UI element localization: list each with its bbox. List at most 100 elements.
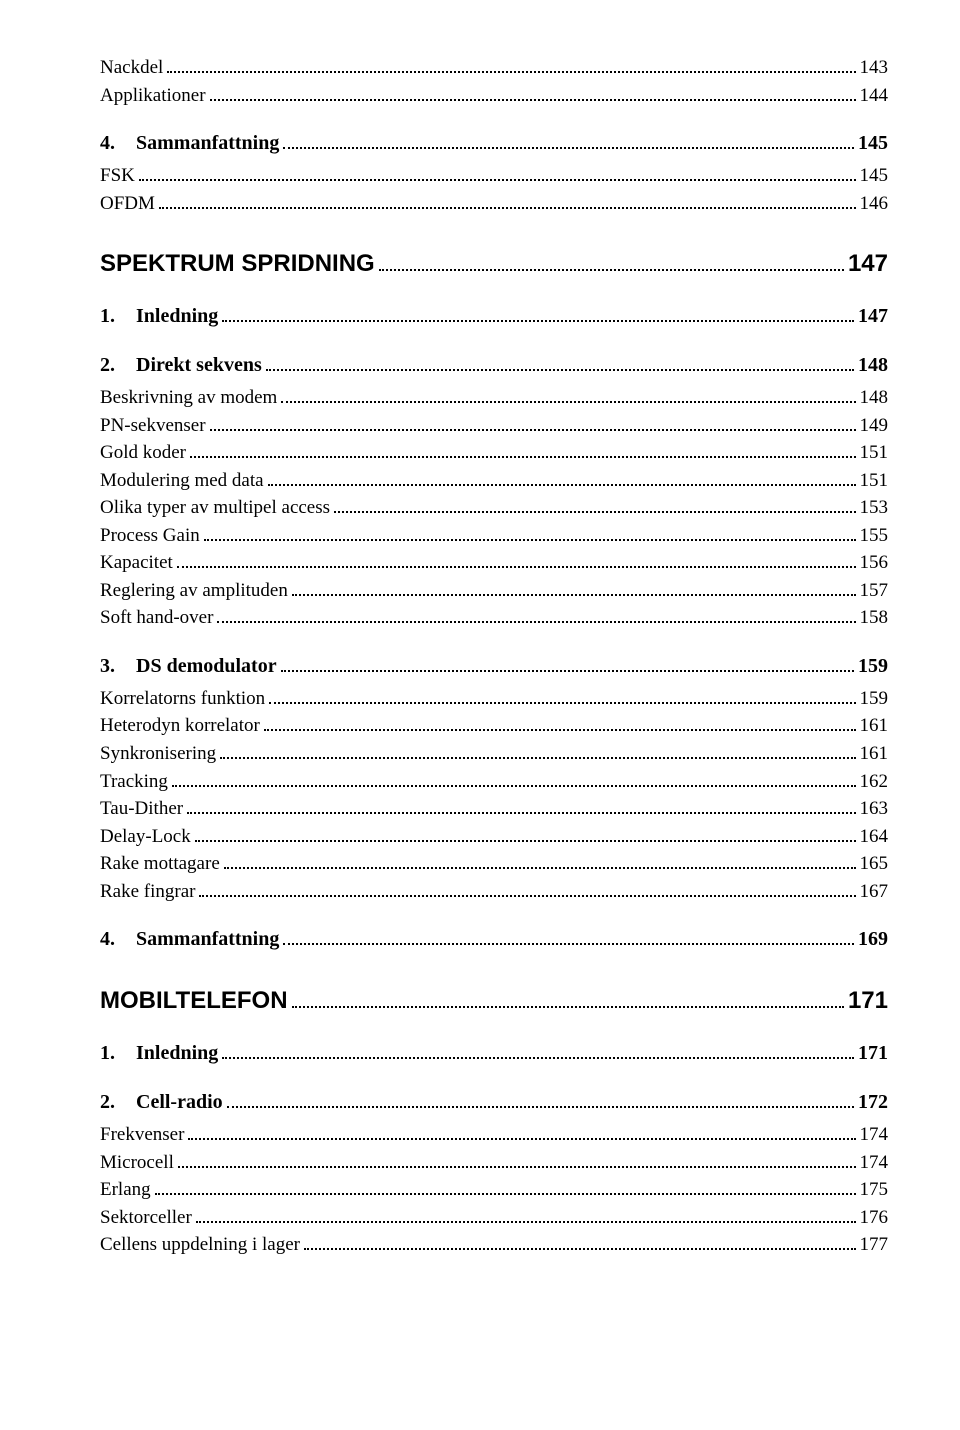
toc-leader-dots	[178, 1150, 856, 1167]
toc-entry-label: MOBILTELEFON	[100, 984, 288, 1019]
toc-entry-page: 174	[860, 1149, 889, 1177]
toc-leader-dots	[210, 83, 856, 100]
toc-entry-label: Gold koder	[100, 439, 186, 467]
toc-entry-label: Synkronisering	[100, 740, 216, 768]
toc-leader-dots	[334, 496, 855, 513]
toc-entry-number: 2.	[100, 1088, 136, 1117]
toc-entry-page: 145	[858, 129, 888, 158]
toc-entry: Soft hand-over 158	[100, 604, 888, 632]
toc-leader-dots	[190, 441, 855, 458]
toc-entry-page: 165	[860, 850, 889, 878]
toc-entry-label: FSK	[100, 162, 135, 190]
toc-entry-number: 3.	[100, 652, 136, 681]
toc-leader-dots	[268, 468, 856, 485]
toc-entry-page: 169	[858, 925, 888, 954]
toc-entry-label: Erlang	[100, 1176, 151, 1204]
toc-entry-page: 147	[858, 302, 888, 331]
toc-entry-number: 4.	[100, 925, 136, 954]
toc-entry-label: Korrelatorns funktion	[100, 685, 265, 713]
toc-leader-dots	[220, 742, 855, 759]
toc-entry-page: 164	[860, 823, 889, 851]
toc-entry-page: 144	[860, 82, 889, 110]
toc-entry-label: Cellens uppdelning i lager	[100, 1231, 300, 1259]
toc-leader-dots	[264, 714, 856, 731]
toc-entry: Frekvenser174	[100, 1121, 888, 1149]
toc-leader-dots	[281, 386, 855, 403]
toc-entry: SPEKTRUM SPRIDNING147	[100, 247, 888, 282]
toc-entry-label: 2.Cell-radio	[100, 1088, 223, 1117]
toc-entry-label: Olika typer av multipel access	[100, 494, 330, 522]
toc-entry: Process Gain155	[100, 522, 888, 550]
toc-entry-label: 2.Direkt sekvens	[100, 351, 262, 380]
toc-entry: MOBILTELEFON171	[100, 984, 888, 1019]
toc-entry: 4.Sammanfattning 145	[100, 129, 888, 158]
toc-entry-page: 161	[860, 740, 889, 768]
toc-entry-label: 1.Inledning	[100, 302, 218, 331]
toc-entry: 2.Cell-radio 172	[100, 1088, 888, 1117]
toc-entry-label: 4.Sammanfattning	[100, 129, 279, 158]
toc-leader-dots	[187, 797, 855, 814]
toc-entry-label: 1.Inledning	[100, 1039, 218, 1068]
toc-entry: Sektorceller 176	[100, 1204, 888, 1232]
toc-entry-page: 156	[860, 549, 889, 577]
toc-entry-label: Tau-Dither	[100, 795, 183, 823]
toc-entry-page: 176	[860, 1204, 889, 1232]
toc-leader-dots	[159, 191, 856, 208]
toc-leader-dots	[199, 880, 855, 897]
toc-entry-page: 162	[860, 768, 889, 796]
toc-entry: Applikationer 144	[100, 82, 888, 110]
toc-entry-label: Tracking	[100, 768, 168, 796]
toc-entry-label: 4.Sammanfattning	[100, 925, 279, 954]
toc-leader-dots	[266, 353, 854, 371]
toc-leader-dots	[195, 824, 856, 841]
toc-leader-dots	[167, 56, 855, 73]
toc-entry-label: SPEKTRUM SPRIDNING	[100, 247, 375, 282]
toc-entry: Tracking 162	[100, 768, 888, 796]
toc-entry: Nackdel143	[100, 54, 888, 82]
toc-leader-dots	[283, 131, 854, 149]
toc-entry-page: 159	[858, 652, 888, 681]
toc-entry: Cellens uppdelning i lager177	[100, 1231, 888, 1259]
toc-entry: Erlang175	[100, 1176, 888, 1204]
toc-entry: 1.Inledning 147	[100, 302, 888, 331]
toc-leader-dots	[155, 1178, 856, 1195]
toc-entry: Modulering med data 151	[100, 467, 888, 495]
toc-entry-page: 146	[860, 190, 889, 218]
toc-entry-label: Modulering med data	[100, 467, 264, 495]
toc-leader-dots	[379, 250, 844, 271]
toc-leader-dots	[188, 1123, 855, 1140]
toc-leader-dots	[196, 1206, 856, 1223]
toc-leader-dots	[283, 927, 854, 945]
toc-entry-label: Rake mottagare	[100, 850, 220, 878]
toc-leader-dots	[281, 654, 854, 672]
toc-entry-label: Beskrivning av modem	[100, 384, 277, 412]
toc-entry-label: 3.DS demodulator	[100, 652, 277, 681]
toc-entry-label: Applikationer	[100, 82, 206, 110]
toc-leader-dots	[269, 687, 855, 704]
toc-entry-page: 151	[860, 467, 889, 495]
toc-entry: 2.Direkt sekvens148	[100, 351, 888, 380]
toc-entry-label: PN-sekvenser	[100, 412, 206, 440]
toc-entry-page: 161	[860, 712, 889, 740]
toc-leader-dots	[224, 852, 856, 869]
toc-entry-label: Delay-Lock	[100, 823, 191, 851]
toc-entry-page: 157	[860, 577, 889, 605]
toc-entry-label: Sektorceller	[100, 1204, 192, 1232]
toc-entry: Olika typer av multipel access153	[100, 494, 888, 522]
toc-entry: Rake mottagare 165	[100, 850, 888, 878]
toc-entry: Tau-Dither 163	[100, 795, 888, 823]
toc-entry-label: Reglering av amplituden	[100, 577, 288, 605]
toc-entry-page: 158	[860, 604, 889, 632]
toc-entry-label: Kapacitet	[100, 549, 173, 577]
toc-entry-page: 174	[860, 1121, 889, 1149]
toc-leader-dots	[222, 1041, 854, 1059]
toc-entry: 3.DS demodulator 159	[100, 652, 888, 681]
toc-entry-page: 172	[858, 1088, 888, 1117]
table-of-contents: Nackdel143Applikationer 144 4.Sammanfattni…	[100, 54, 888, 1259]
toc-entry-label: Soft hand-over	[100, 604, 213, 632]
toc-leader-dots	[217, 606, 855, 623]
toc-leader-dots	[292, 987, 844, 1008]
toc-entry: Gold koder151	[100, 439, 888, 467]
toc-entry-page: 163	[860, 795, 889, 823]
toc-entry-label: Nackdel	[100, 54, 163, 82]
